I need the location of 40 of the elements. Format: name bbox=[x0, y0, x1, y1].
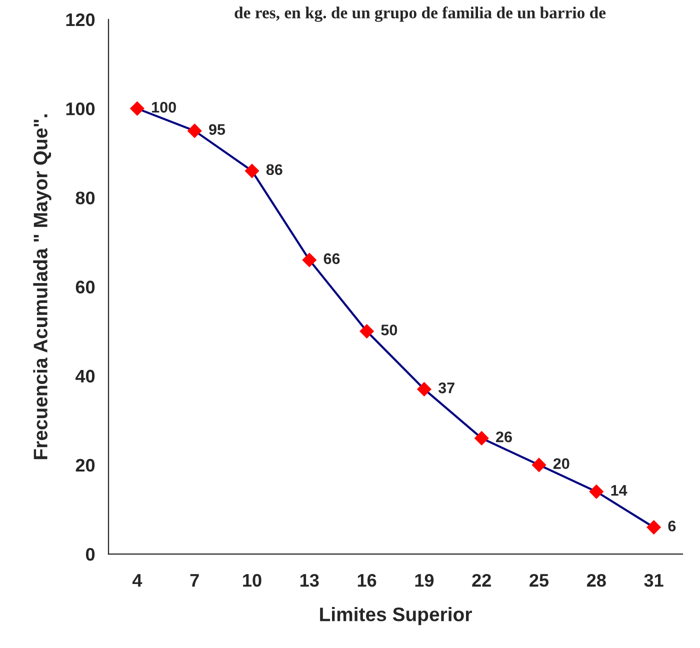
y-tick-label: 100 bbox=[66, 102, 95, 116]
point bbox=[302, 252, 317, 268]
data-label: 86 bbox=[266, 164, 282, 176]
data-label: 95 bbox=[209, 124, 226, 135]
point bbox=[646, 520, 662, 535]
y-tick-label: 80 bbox=[76, 192, 95, 204]
point bbox=[474, 430, 489, 446]
x-tick-label: 25 bbox=[530, 574, 549, 587]
data-label: 37 bbox=[438, 382, 454, 394]
x-tick-label: 22 bbox=[472, 574, 491, 587]
point bbox=[360, 324, 374, 339]
y-axis-title: Frecuencia Acumulada " Mayor Que". bbox=[33, 114, 52, 460]
data-label: 26 bbox=[496, 431, 512, 442]
y-tick-label: 60 bbox=[76, 280, 95, 294]
point bbox=[187, 124, 202, 138]
data-label: 6 bbox=[668, 520, 676, 532]
point bbox=[589, 484, 604, 499]
x-tick-label: 19 bbox=[415, 574, 434, 587]
point bbox=[416, 382, 432, 396]
y-tick-label: 120 bbox=[66, 13, 95, 26]
data-label: 20 bbox=[553, 458, 570, 470]
x-tick-label: 31 bbox=[644, 574, 664, 587]
chart-title: de res, en kg. de un grupo de familia de un barrio de bbox=[234, 6, 606, 22]
y-tick-label: 20 bbox=[76, 458, 95, 472]
data-label: 100 bbox=[152, 102, 176, 113]
x-axis-title: Limites Superior bbox=[320, 606, 472, 626]
x-tick-label: 4 bbox=[132, 574, 142, 587]
x-tick-label: 28 bbox=[586, 574, 606, 587]
data-label: 14 bbox=[611, 485, 628, 496]
y-tick-label: 0 bbox=[86, 548, 95, 561]
x-tick-label: 7 bbox=[190, 574, 199, 587]
point bbox=[532, 458, 546, 472]
data-label: 50 bbox=[381, 324, 398, 336]
point bbox=[244, 164, 260, 178]
y-tick-label: 40 bbox=[76, 370, 95, 383]
data-label: 66 bbox=[324, 253, 340, 264]
x-tick-label: 10 bbox=[243, 574, 262, 587]
x-tick-label: 16 bbox=[358, 574, 376, 587]
x-tick-label: 13 bbox=[300, 574, 319, 587]
point bbox=[130, 101, 144, 116]
